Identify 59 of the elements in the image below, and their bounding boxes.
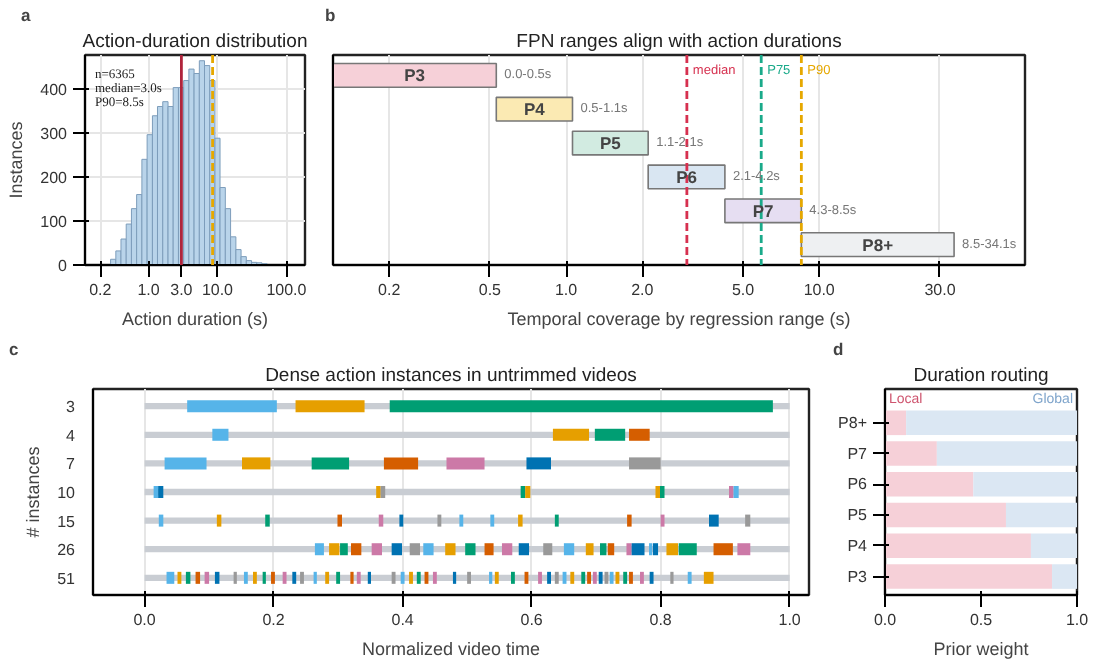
y-tick-label: P4 [847, 536, 869, 555]
x-axis-title: Normalized video time [361, 639, 541, 659]
y-tick-label: P3 [404, 65, 426, 86]
y-tick-label: P7 [847, 444, 869, 463]
x-tick-label: 1.0 [1065, 611, 1090, 629]
y-tick-label: 10 [57, 484, 77, 502]
x-tick-label: 10.0 [803, 281, 836, 299]
y-tick-label: P8+ [862, 234, 894, 255]
chart-title: Duration routing [913, 365, 1049, 387]
x-tick-label: 10.0 [201, 281, 235, 299]
y-tick-label: P6 [676, 166, 698, 187]
y-tick-label: 200 [40, 168, 69, 187]
y-tick-label: 51 [57, 569, 77, 588]
text: b [325, 5, 336, 25]
chart-title: Action-duration distribution [82, 31, 308, 53]
x-tick-label: 1.0 [778, 611, 802, 629]
y-tick-label: 100 [40, 212, 69, 231]
x-axis-title: Prior weight [933, 639, 1030, 659]
x-tick-label: 0.5 [478, 281, 503, 299]
y-tick-label: 0 [58, 257, 69, 275]
text: c [9, 339, 19, 359]
text: d [833, 339, 844, 359]
y-tick-label: 300 [40, 124, 69, 143]
x-tick-label: 0.2 [262, 611, 286, 629]
x-axis-title: Temporal coverage by regression range (s) [507, 309, 851, 329]
y-tick-label: 4 [66, 426, 77, 445]
x-tick-label: 0.0 [873, 611, 898, 629]
x-tick-label: 0.0 [133, 611, 157, 629]
y-tick-label: P3 [847, 567, 869, 586]
y-tick-label: P7 [752, 200, 775, 221]
x-tick-label: 100.0 [266, 281, 308, 299]
y-tick-label: 26 [57, 541, 77, 560]
y-axis-title: Instances [6, 120, 27, 199]
x-tick-label: 0.2 [378, 281, 402, 299]
x-axis-title: Action duration (s) [121, 309, 269, 329]
x-tick-label: 30.0 [924, 281, 957, 299]
y-tick-label: 7 [66, 455, 77, 474]
text: a [21, 5, 31, 25]
y-tick-label: 400 [40, 80, 69, 99]
x-tick-label: 0.5 [969, 611, 994, 629]
y-tick-label: P8+ [838, 413, 868, 432]
y-tick-label: 15 [57, 512, 77, 531]
x-tick-label: 1.0 [554, 281, 579, 299]
x-tick-label: 1.0 [137, 281, 161, 299]
x-tick-label: 0.2 [89, 281, 113, 299]
y-tick-label: P5 [847, 506, 869, 525]
chart-title: FPN ranges align with action durations [516, 31, 843, 53]
x-tick-label: 5.0 [731, 281, 756, 299]
y-axis-title: # instances [23, 445, 44, 538]
x-tick-label: 0.4 [391, 611, 415, 629]
x-tick-label: 2.0 [631, 281, 655, 299]
x-tick-label: 3.0 [170, 281, 194, 299]
y-tick-label: P4 [524, 99, 546, 120]
y-tick-label: P6 [847, 475, 869, 494]
x-tick-label: 0.6 [520, 611, 544, 629]
chart-title: Dense action instances in untrimmed videos [265, 365, 638, 387]
y-tick-label: P5 [599, 133, 622, 154]
y-tick-label: 3 [66, 398, 77, 417]
x-tick-label: 0.8 [649, 611, 673, 629]
